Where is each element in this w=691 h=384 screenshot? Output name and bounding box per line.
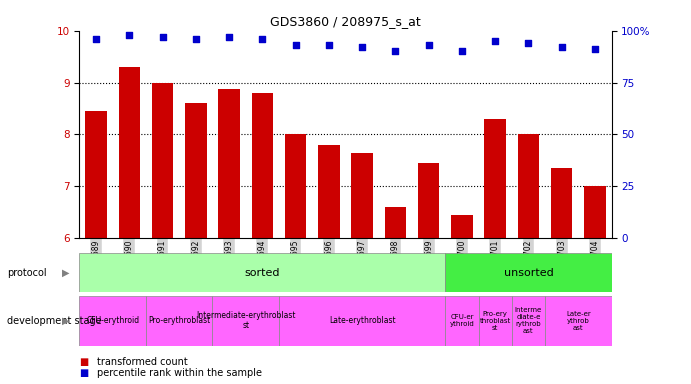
Point bbox=[323, 42, 334, 48]
Bar bbox=[512, 296, 545, 346]
Bar bbox=[545, 296, 612, 346]
Text: ■: ■ bbox=[79, 368, 88, 378]
Text: protocol: protocol bbox=[7, 268, 46, 278]
Text: Interme
diate-e
rythrob
ast: Interme diate-e rythrob ast bbox=[515, 307, 542, 334]
Point bbox=[490, 38, 501, 44]
Bar bbox=[185, 103, 207, 238]
Text: ■: ■ bbox=[79, 357, 88, 367]
Point bbox=[423, 42, 434, 48]
Text: Late-erythroblast: Late-erythroblast bbox=[329, 316, 395, 325]
Bar bbox=[119, 67, 140, 238]
Bar bbox=[478, 296, 512, 346]
Title: GDS3860 / 208975_s_at: GDS3860 / 208975_s_at bbox=[270, 15, 421, 28]
Bar bbox=[518, 134, 539, 238]
Point bbox=[456, 48, 467, 55]
Bar bbox=[79, 296, 146, 346]
Text: ▶: ▶ bbox=[62, 316, 70, 326]
Bar bbox=[484, 119, 506, 238]
Text: CFU-er
ythroid: CFU-er ythroid bbox=[450, 314, 474, 327]
Bar bbox=[445, 253, 612, 292]
Point bbox=[290, 42, 301, 48]
Text: Pro-ery
throblast
st: Pro-ery throblast st bbox=[480, 311, 511, 331]
Bar bbox=[385, 207, 406, 238]
Text: ▶: ▶ bbox=[62, 268, 70, 278]
Bar bbox=[551, 168, 572, 238]
Point bbox=[224, 34, 235, 40]
Point bbox=[91, 36, 102, 42]
Bar bbox=[584, 186, 606, 238]
Bar bbox=[445, 296, 478, 346]
Bar bbox=[279, 296, 445, 346]
Bar bbox=[79, 253, 445, 292]
Bar bbox=[451, 215, 473, 238]
Point bbox=[357, 44, 368, 50]
Bar bbox=[85, 111, 107, 238]
Text: unsorted: unsorted bbox=[504, 268, 553, 278]
Bar bbox=[218, 89, 240, 238]
Point bbox=[257, 36, 268, 42]
Point bbox=[157, 34, 168, 40]
Point bbox=[523, 40, 534, 46]
Text: Pro-erythroblast: Pro-erythroblast bbox=[148, 316, 210, 325]
Point bbox=[390, 48, 401, 55]
Bar bbox=[152, 83, 173, 238]
Bar bbox=[285, 134, 306, 238]
Text: Late-er
ythrob
ast: Late-er ythrob ast bbox=[566, 311, 591, 331]
Text: CFU-erythroid: CFU-erythroid bbox=[86, 316, 140, 325]
Point bbox=[589, 46, 600, 53]
Bar bbox=[212, 296, 279, 346]
Bar bbox=[351, 152, 373, 238]
Text: development stage: development stage bbox=[7, 316, 102, 326]
Text: Intermediate-erythroblast
st: Intermediate-erythroblast st bbox=[196, 311, 296, 330]
Bar bbox=[146, 296, 212, 346]
Bar bbox=[418, 163, 439, 238]
Text: transformed count: transformed count bbox=[97, 357, 187, 367]
Point bbox=[190, 36, 201, 42]
Bar bbox=[318, 145, 340, 238]
Text: percentile rank within the sample: percentile rank within the sample bbox=[97, 368, 262, 378]
Text: sorted: sorted bbox=[245, 268, 280, 278]
Point bbox=[124, 32, 135, 38]
Point bbox=[556, 44, 567, 50]
Bar bbox=[252, 93, 273, 238]
